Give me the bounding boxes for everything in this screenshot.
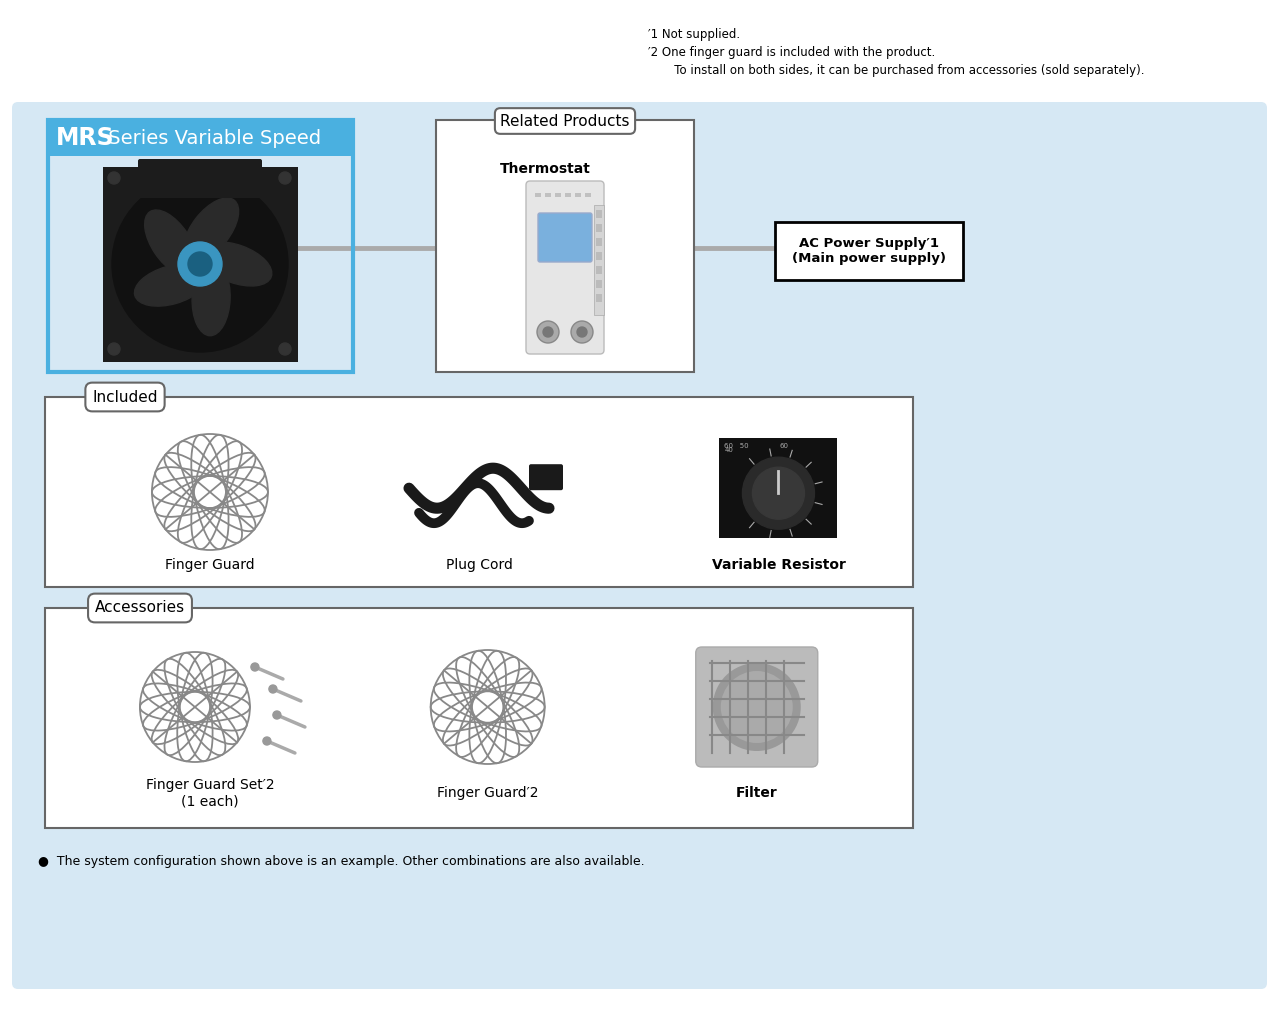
- Ellipse shape: [145, 210, 197, 276]
- Bar: [596, 280, 602, 288]
- FancyBboxPatch shape: [696, 647, 817, 767]
- Bar: [45, 608, 913, 828]
- Ellipse shape: [134, 264, 207, 306]
- Circle shape: [107, 172, 120, 184]
- Circle shape: [251, 663, 258, 671]
- Circle shape: [721, 671, 793, 743]
- Circle shape: [272, 711, 281, 719]
- Text: Series Variable Speed: Series Variable Speed: [102, 128, 321, 148]
- Circle shape: [113, 176, 288, 352]
- Text: Finger Guard Set′2
(1 each): Finger Guard Set′2 (1 each): [146, 778, 274, 808]
- Text: 60: 60: [779, 443, 788, 449]
- Circle shape: [537, 321, 559, 343]
- Text: Filter: Filter: [735, 786, 778, 800]
- Circle shape: [544, 327, 553, 337]
- Bar: [535, 193, 541, 197]
- Text: Included: Included: [92, 390, 157, 404]
- Ellipse shape: [192, 261, 230, 336]
- Bar: [436, 120, 694, 372]
- Text: Finger Guard′2: Finger Guard′2: [437, 786, 538, 800]
- Text: Related Products: Related Products: [500, 114, 629, 128]
- FancyBboxPatch shape: [526, 181, 604, 354]
- FancyBboxPatch shape: [538, 213, 592, 262]
- Text: 60   50: 60 50: [724, 443, 749, 449]
- Bar: [565, 193, 570, 197]
- Bar: [596, 224, 602, 232]
- Text: ′2 One finger guard is included with the product.: ′2 One finger guard is included with the…: [648, 46, 935, 60]
- Circle shape: [577, 327, 587, 337]
- Bar: [596, 266, 602, 274]
- Bar: [596, 252, 602, 260]
- Bar: [45, 397, 913, 587]
- Ellipse shape: [201, 242, 272, 286]
- Bar: [775, 222, 963, 280]
- Ellipse shape: [184, 198, 239, 262]
- Text: ●  The system configuration shown above is an example. Other combinations are al: ● The system configuration shown above i…: [38, 855, 645, 868]
- Bar: [585, 193, 591, 197]
- Circle shape: [712, 663, 801, 751]
- Circle shape: [178, 242, 223, 286]
- Text: ′1 Not supplied.: ′1 Not supplied.: [648, 28, 741, 41]
- Circle shape: [107, 343, 120, 355]
- Bar: [596, 294, 602, 302]
- Bar: [104, 167, 298, 362]
- Bar: [596, 238, 602, 246]
- Text: Thermostat: Thermostat: [500, 162, 591, 176]
- Text: MRS: MRS: [56, 126, 115, 150]
- Text: Variable Resistor: Variable Resistor: [711, 558, 845, 573]
- Circle shape: [279, 343, 292, 355]
- Bar: [545, 193, 551, 197]
- Text: To install on both sides, it can be purchased from accessories (sold separately): To install on both sides, it can be purc…: [648, 64, 1145, 77]
- Text: Plug Cord: Plug Cord: [445, 558, 513, 573]
- Bar: [593, 205, 604, 315]
- Bar: [555, 193, 561, 197]
- FancyBboxPatch shape: [12, 102, 1267, 989]
- Circle shape: [188, 252, 212, 276]
- Bar: [49, 120, 353, 156]
- Text: Accessories: Accessories: [95, 600, 185, 616]
- Circle shape: [269, 685, 278, 693]
- Text: Finger Guard: Finger Guard: [165, 558, 255, 573]
- Circle shape: [752, 467, 804, 519]
- FancyBboxPatch shape: [138, 159, 262, 198]
- Circle shape: [279, 172, 292, 184]
- Text: 40: 40: [724, 447, 733, 453]
- Bar: [576, 193, 581, 197]
- FancyBboxPatch shape: [530, 464, 563, 490]
- Bar: [720, 438, 838, 539]
- Bar: [596, 210, 602, 218]
- Circle shape: [570, 321, 593, 343]
- Circle shape: [743, 458, 815, 529]
- Bar: [49, 120, 353, 372]
- Text: AC Power Supply′1
(Main power supply): AC Power Supply′1 (Main power supply): [792, 237, 946, 265]
- Circle shape: [263, 737, 271, 745]
